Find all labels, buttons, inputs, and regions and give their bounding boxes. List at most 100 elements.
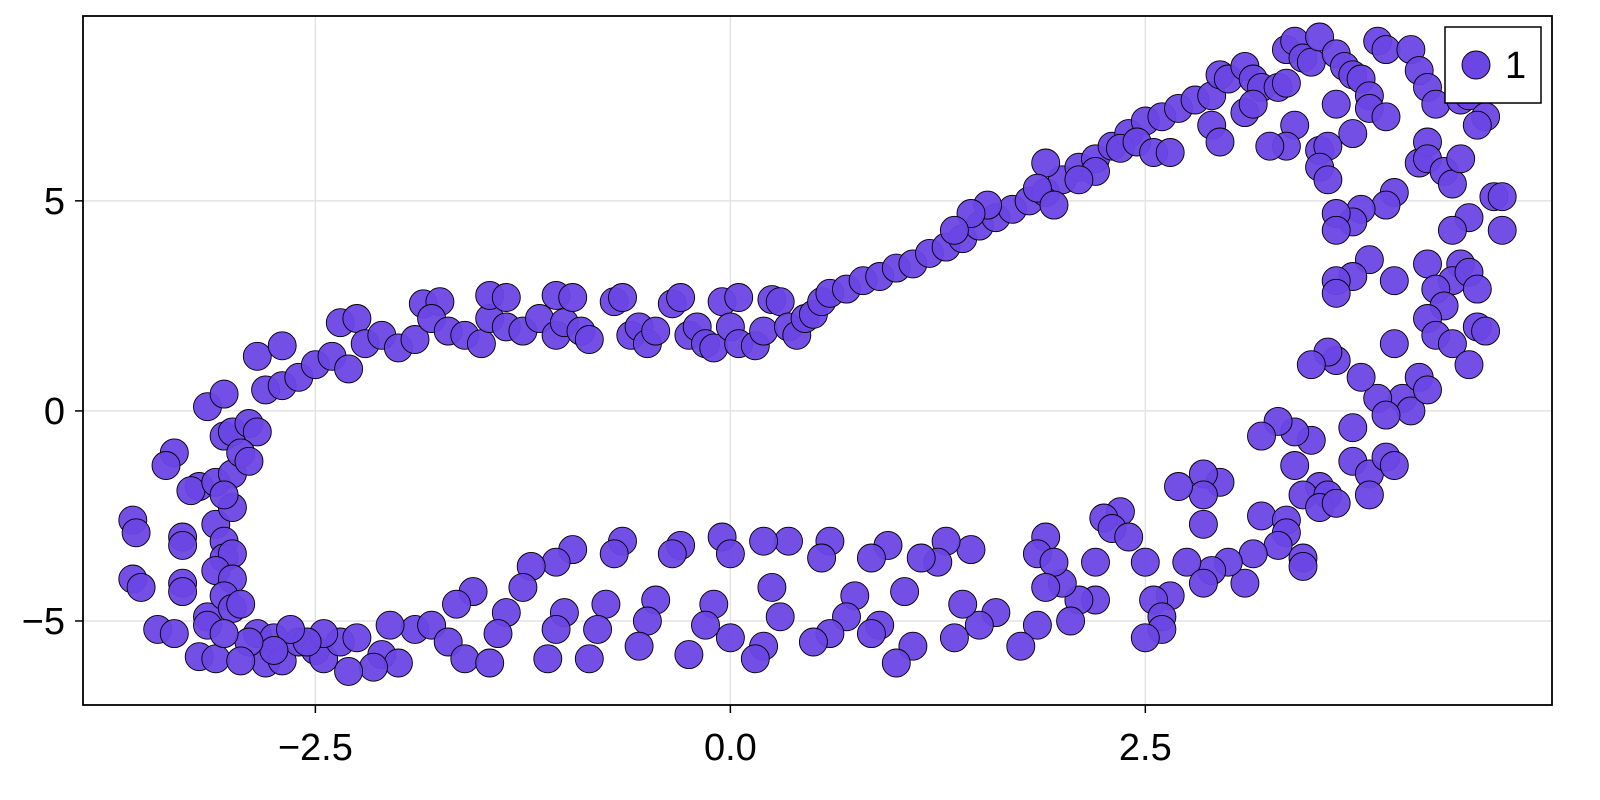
- axis-ticks: −2.5 0.0 2.5 −5 0 5: [22, 181, 1172, 769]
- data-point: [774, 526, 803, 556]
- data-point: [1130, 623, 1160, 653]
- data-point: [749, 526, 779, 556]
- data-point: [209, 619, 239, 649]
- data-point: [641, 316, 671, 346]
- data-point: [890, 577, 920, 607]
- series-points: [118, 22, 1517, 686]
- data-point: [1022, 610, 1052, 640]
- y-tick-label: 5: [44, 181, 65, 223]
- data-point: [1064, 165, 1094, 195]
- data-point: [1230, 568, 1260, 598]
- data-point: [400, 325, 430, 354]
- data-point: [1031, 148, 1061, 178]
- data-point: [359, 652, 388, 682]
- data-point: [383, 648, 413, 678]
- data-point: [1039, 190, 1069, 220]
- data-point: [442, 589, 471, 619]
- data-point: [939, 623, 969, 653]
- data-point: [276, 614, 305, 644]
- data-point: [881, 648, 911, 678]
- data-point: [1437, 215, 1467, 245]
- data-point: [807, 543, 837, 573]
- data-point: [209, 379, 239, 409]
- data-point: [1321, 89, 1351, 119]
- data-point: [541, 547, 571, 577]
- data-point: [674, 640, 704, 670]
- data-point: [1379, 266, 1409, 296]
- data-point: [1164, 472, 1193, 501]
- data-point: [342, 304, 372, 333]
- data-point: [151, 451, 181, 480]
- x-tick-label: −2.5: [278, 727, 353, 769]
- data-point: [1354, 480, 1384, 510]
- data-point: [1039, 547, 1069, 577]
- data-point: [574, 325, 604, 354]
- data-point: [624, 631, 654, 661]
- data-point: [1247, 421, 1276, 451]
- data-point: [599, 539, 629, 569]
- x-tick-label: 2.5: [1119, 727, 1172, 769]
- data-point: [209, 480, 239, 510]
- data-point: [939, 215, 969, 245]
- data-point: [1371, 35, 1401, 65]
- data-point: [242, 417, 272, 447]
- data-point: [715, 623, 745, 653]
- data-point: [234, 446, 264, 476]
- data-point: [964, 610, 994, 640]
- legend-label: 1: [1505, 45, 1526, 87]
- data-point: [541, 614, 571, 644]
- data-point: [450, 644, 480, 674]
- data-point: [749, 316, 779, 346]
- data-point: [1462, 110, 1492, 140]
- data-point: [1188, 480, 1218, 510]
- legend-box: [1444, 26, 1542, 104]
- data-point: [1379, 451, 1409, 480]
- data-point: [1280, 451, 1310, 480]
- data-point: [591, 589, 621, 619]
- data-point: [757, 572, 787, 602]
- data-point: [159, 619, 189, 649]
- data-point: [1205, 127, 1235, 157]
- data-point: [1271, 68, 1301, 98]
- data-point: [334, 656, 364, 686]
- data-point: [342, 623, 372, 653]
- data-point: [1313, 165, 1343, 195]
- data-point: [334, 354, 364, 384]
- data-point: [1446, 144, 1476, 174]
- data-point: [491, 283, 521, 312]
- data-point: [1471, 316, 1501, 346]
- plot-frame: [82, 15, 1553, 706]
- data-point: [226, 646, 256, 676]
- data-point: [1155, 138, 1185, 167]
- data-point: [1130, 547, 1160, 577]
- data-point: [1371, 102, 1401, 132]
- data-point: [1263, 530, 1293, 560]
- data-point: [1255, 131, 1285, 161]
- data-point: [1188, 509, 1218, 539]
- data-point: [168, 530, 198, 560]
- data-point: [765, 287, 795, 317]
- data-point: [1006, 631, 1036, 661]
- data-point: [259, 635, 289, 665]
- data-point: [1437, 329, 1467, 359]
- data-point: [1081, 547, 1110, 577]
- data-point: [657, 539, 687, 569]
- data-point: [798, 627, 828, 657]
- data-point: [1321, 488, 1351, 518]
- data-point: [1371, 190, 1401, 220]
- data-point: [168, 577, 198, 607]
- data-point: [121, 518, 151, 548]
- data-point: [1454, 350, 1484, 380]
- data-point: [1321, 215, 1351, 245]
- data-point: [906, 543, 936, 573]
- data-point: [1437, 169, 1467, 199]
- data-point: [1247, 501, 1276, 531]
- y-tick-label: 0: [44, 391, 65, 433]
- data-point: [1238, 89, 1268, 119]
- data-point: [1296, 350, 1326, 380]
- data-point: [1288, 551, 1318, 581]
- data-point: [740, 644, 770, 674]
